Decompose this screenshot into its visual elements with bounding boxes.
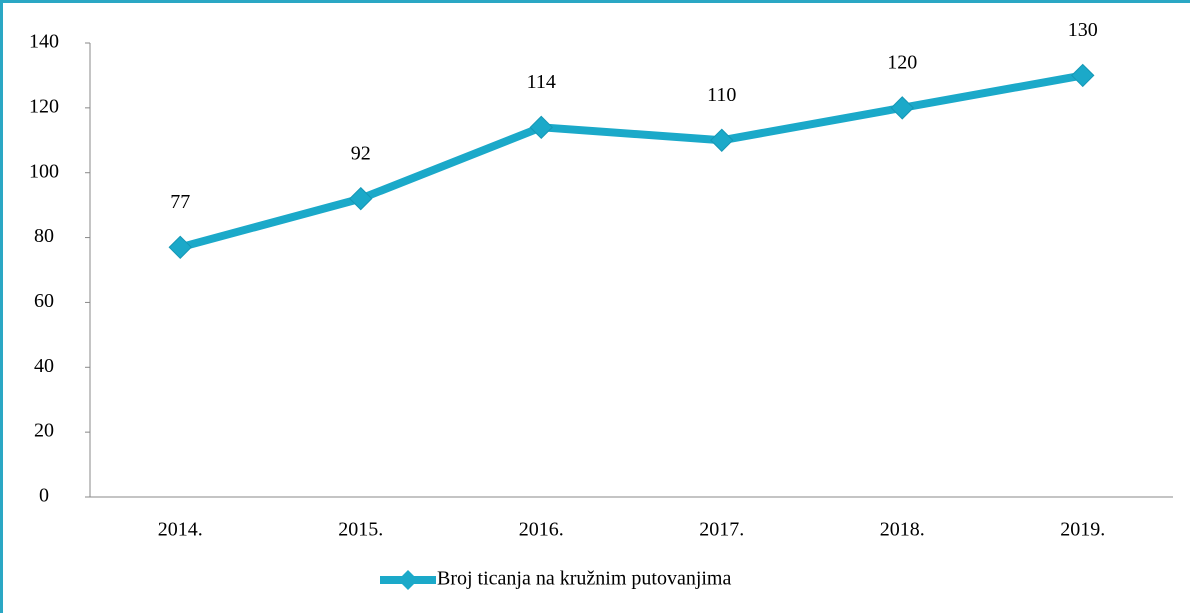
marker: [890, 96, 914, 120]
data-label: 77: [170, 191, 190, 213]
x-tick-label: 2017.: [699, 519, 744, 541]
marker: [349, 186, 373, 211]
x-tick-label: 2016.: [519, 519, 564, 541]
data-label: 114: [527, 71, 556, 93]
y-tick-label: 20: [34, 420, 54, 442]
legend-label: Broj ticanja na kružnim putovanjima: [437, 568, 731, 590]
x-tick-label: 2015.: [338, 519, 383, 541]
data-label: 120: [887, 51, 917, 73]
x-tick-label: 2014.: [158, 519, 203, 541]
y-tick-label: 60: [34, 290, 54, 312]
y-tick-label: 80: [34, 225, 54, 247]
y-tick-label: 140: [29, 31, 59, 53]
x-tick-label: 2019.: [1060, 519, 1105, 541]
legend-marker: [398, 570, 418, 590]
data-label: 130: [1068, 19, 1098, 41]
y-tick-label: 120: [29, 95, 59, 117]
marker: [1071, 63, 1095, 88]
y-tick-label: 0: [39, 485, 49, 507]
data-label: 110: [707, 84, 736, 106]
marker: [529, 115, 553, 140]
y-tick-label: 100: [29, 160, 59, 182]
marker: [168, 235, 192, 260]
x-tick-label: 2018.: [880, 519, 925, 541]
marker: [710, 128, 734, 152]
data-label: 92: [351, 142, 371, 164]
series-line: [179, 71, 1084, 252]
y-tick-label: 40: [34, 355, 54, 377]
